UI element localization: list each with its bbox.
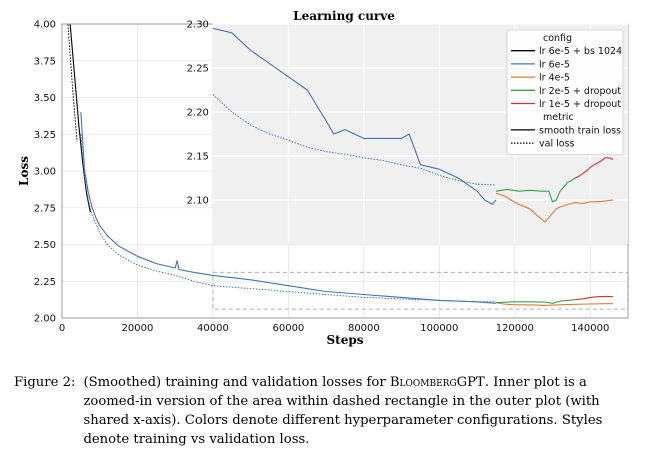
- legend-entry-label: val loss: [539, 139, 575, 150]
- outer-y-axis-label: Loss: [17, 156, 31, 186]
- outer-series-line: [69, 24, 91, 213]
- outer-x-tick-label: 120000: [496, 323, 534, 334]
- figure-caption: Figure 2: (Smoothed) training and valida…: [14, 373, 636, 449]
- outer-series-line: [575, 295, 613, 301]
- outer-x-tick-label: 140000: [571, 323, 609, 334]
- outer-series-line: [80, 134, 496, 303]
- inset-series-line: [212, 27, 497, 205]
- caption-text-after: . Inner plot is a zoomed-in version of t…: [83, 375, 603, 447]
- legend-entry-label: lr 2e-5 + dropout: [539, 86, 621, 97]
- legend-section-title: config: [543, 33, 572, 44]
- inset-series-line: [495, 192, 613, 223]
- outer-y-tick-label: 2.25: [34, 277, 56, 288]
- outer-series-group: [67, 24, 613, 306]
- legend-entry-label: lr 6e-5 + bs 1024: [539, 46, 622, 57]
- legend-entry-label: smooth train loss: [539, 125, 621, 136]
- outer-x-tick-label: 0: [59, 323, 65, 334]
- inset-y-tick-label: 2.15: [187, 152, 209, 163]
- outer-x-tick-label: 80000: [348, 323, 380, 334]
- legend-box: [506, 29, 624, 156]
- inset-series-line: [574, 157, 614, 179]
- outer-y-tick-label: 2.00: [34, 314, 56, 325]
- outer-y-tick-label: 3.75: [34, 56, 56, 67]
- outer-y-tick-label: 2.50: [34, 240, 56, 251]
- outer-series-line: [495, 302, 613, 306]
- legend-entry-label: lr 4e-5: [539, 73, 570, 84]
- caption-label: Figure 2:: [14, 375, 76, 390]
- zoom-dashed-rectangle: [212, 271, 629, 310]
- legend-section-title: metric: [543, 112, 574, 123]
- outer-y-tick-label: 3.25: [34, 130, 56, 141]
- outer-y-tick-label: 2.75: [34, 203, 56, 214]
- figure-chart: 0 20000 40000 60000 80000 100000 120000 140000 2…: [17, 9, 629, 347]
- legend: config lr 6e-5 + bs 1024 lr 6e-5 lr 4e-5 lr …: [506, 29, 624, 156]
- legend-entry-label: lr 6e-5: [539, 59, 570, 70]
- inset-y-tick-label: 2.20: [187, 108, 209, 119]
- legend-entry-label: lr 1e-5 + dropout: [539, 99, 621, 110]
- outer-y-tick-label: 3.50: [34, 93, 56, 104]
- inset-series-line: [495, 177, 576, 203]
- caption-text: (Smoothed) training and validation losse…: [83, 373, 636, 449]
- caption-text-before: (Smoothed) training and validation losse…: [83, 375, 390, 390]
- inset-y-tick-label: 2.30: [187, 20, 209, 31]
- outer-x-tick-label: 100000: [420, 323, 458, 334]
- outer-y-tick-label: 4.00: [34, 20, 56, 31]
- inset-y-tick-label: 2.10: [187, 196, 209, 207]
- inset-series-group: [212, 27, 614, 223]
- outer-x-tick-label: 60000: [272, 323, 304, 334]
- outer-x-tick-label: 40000: [197, 323, 229, 334]
- outer-x-axis-label: Steps: [327, 333, 364, 347]
- outer-series-line: [80, 112, 496, 304]
- caption-model-name: BloombergGPT: [389, 375, 485, 390]
- outer-series-line: [495, 299, 576, 304]
- inset-y-tick-label: 2.25: [187, 64, 209, 75]
- outer-x-tick-label: 20000: [122, 323, 154, 334]
- outer-y-tick-label: 3.00: [34, 167, 56, 178]
- inset-title: Learning curve: [293, 9, 395, 23]
